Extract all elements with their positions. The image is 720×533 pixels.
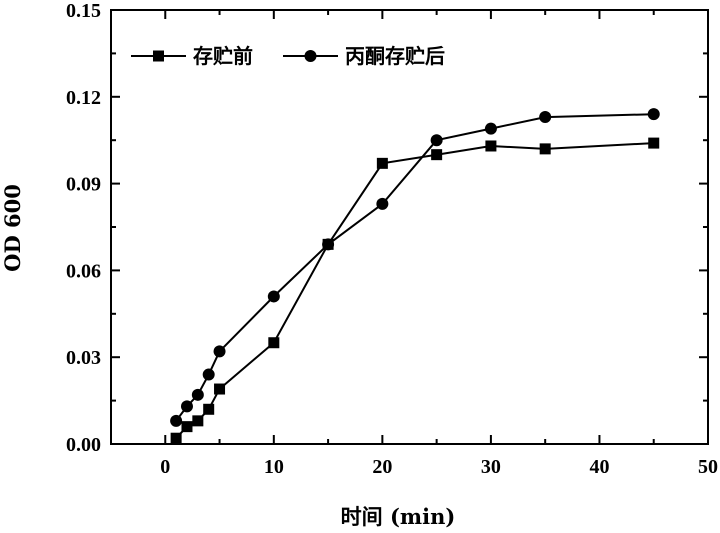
- square-point: [376, 157, 388, 169]
- series-line: [175, 142, 654, 439]
- legend-item: 存贮前: [131, 44, 253, 68]
- square-point: [203, 403, 215, 415]
- circle-point: [202, 368, 215, 381]
- square-point: [214, 383, 226, 395]
- legend-square-marker: [153, 50, 164, 62]
- circle-point: [376, 197, 389, 210]
- circle-point: [180, 400, 193, 413]
- plot-frame-rect: [110, 9, 709, 445]
- legend-circle-marker: [304, 50, 317, 62]
- x-tick-label: 50: [698, 456, 718, 478]
- square-point: [192, 415, 204, 427]
- y-tick-label: 0.00: [66, 434, 101, 456]
- y-tick-label: 0.12: [66, 87, 101, 109]
- circle-point: [430, 134, 443, 147]
- y-tick-label: 0.06: [66, 260, 101, 282]
- x-tick-label: 0: [160, 456, 170, 478]
- legend: 存贮前 丙酮存贮后: [131, 44, 445, 68]
- square-point: [431, 149, 443, 161]
- x-axis-title: 时间 (min): [341, 504, 456, 529]
- series-2: [170, 108, 660, 427]
- y-tick-label: 0.09: [66, 174, 101, 196]
- circle-point: [170, 414, 183, 427]
- square-point: [170, 432, 182, 444]
- square-point: [485, 140, 497, 152]
- circle-point: [267, 290, 280, 303]
- circle-point: [539, 111, 552, 124]
- circle-point: [322, 238, 335, 251]
- square-point: [181, 421, 193, 433]
- square-point: [539, 143, 551, 155]
- circle-point: [647, 108, 660, 121]
- x-tick-label: 30: [481, 456, 501, 478]
- circle-point: [191, 388, 204, 401]
- x-tick-label: 10: [264, 456, 284, 478]
- y-tick-label: 0.15: [66, 0, 101, 22]
- square-point: [268, 337, 280, 349]
- y-axis-title: OD 600: [0, 184, 25, 272]
- circle-point: [213, 345, 226, 358]
- plot-frame: [110, 9, 709, 445]
- axis-ticks: 0 10 20 30 40 50 0.00 0.03 0.06 0.09 0.12 0.15: [66, 0, 718, 478]
- series-1: [170, 137, 660, 444]
- y-tick-label: 0.03: [66, 347, 101, 369]
- circle-point: [484, 122, 497, 135]
- data-series: [170, 108, 660, 444]
- legend-item: 丙酮存贮后: [283, 44, 445, 68]
- legend-label: 存贮前: [193, 44, 253, 68]
- legend-label: 丙酮存贮后: [345, 44, 445, 68]
- x-tick-label: 40: [589, 456, 609, 478]
- series-line: [175, 113, 654, 422]
- x-tick-label: 20: [372, 456, 392, 478]
- square-point: [648, 137, 660, 149]
